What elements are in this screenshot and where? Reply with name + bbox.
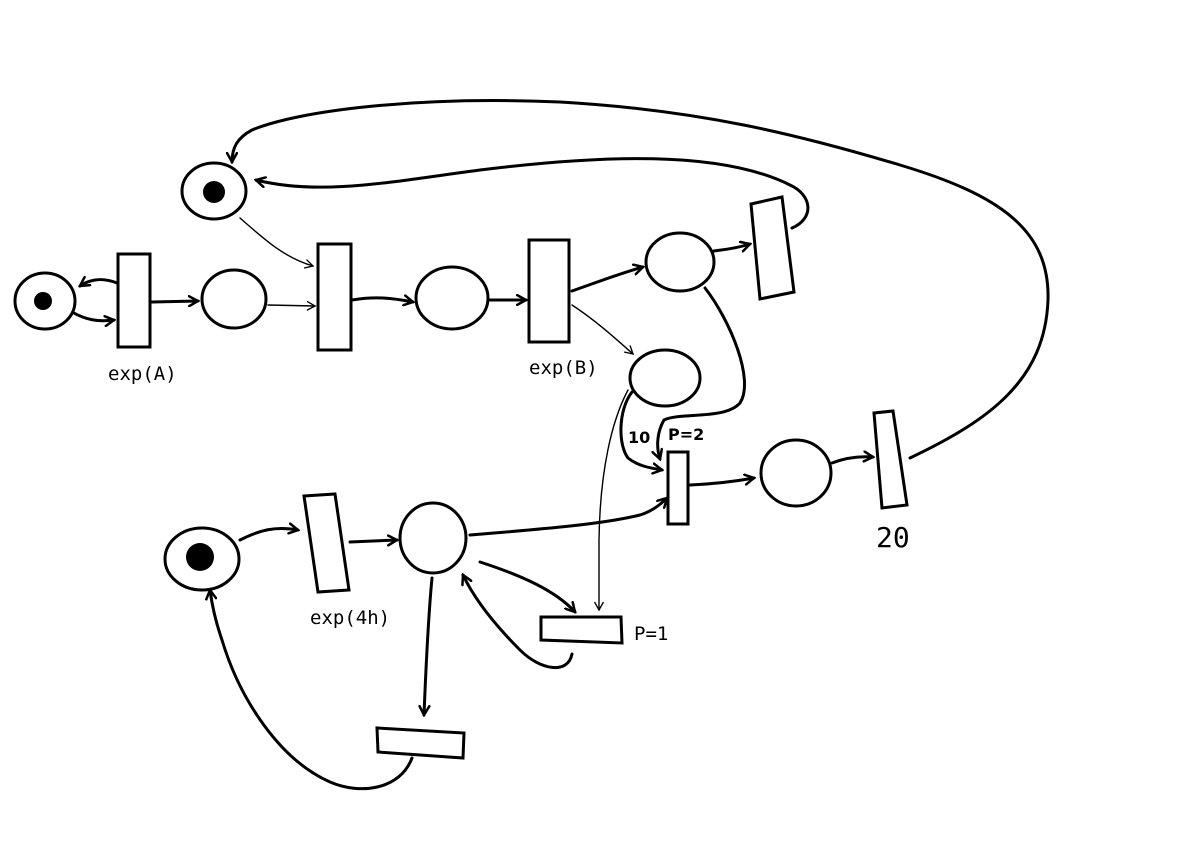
label-exp-b: exp(B) xyxy=(529,357,598,379)
label-arc-weight-10: 10 xyxy=(628,428,650,447)
place-p3[interactable] xyxy=(414,265,490,331)
arc-p7-to-t6 xyxy=(468,498,667,537)
arc-p7-to-t9 xyxy=(424,576,434,715)
place-bottom-marked[interactable] xyxy=(163,526,241,592)
arc-p6-to-t20 xyxy=(830,457,873,465)
arc-transA-to-p2 xyxy=(150,301,198,302)
arc-top-place-to-t2 xyxy=(239,217,315,269)
arc-p5-to-t8 xyxy=(594,389,629,612)
place-top-marked[interactable] xyxy=(180,161,248,221)
arc-t5-to-top-place xyxy=(256,157,810,230)
arc-p7-to-t8 xyxy=(478,560,575,612)
arc-place-start-to-transA xyxy=(70,310,114,321)
arc-t9-to-bottom-place xyxy=(210,590,414,791)
label-p-1: P=1 xyxy=(634,623,668,645)
arc-t8-to-p7 xyxy=(463,575,574,670)
arc-transB-to-p5 xyxy=(571,304,635,355)
transition-t20[interactable] xyxy=(872,409,909,510)
arc-p5-to-t6 xyxy=(619,390,662,470)
transition-t8[interactable] xyxy=(539,615,624,645)
label-20: 20 xyxy=(876,521,910,554)
arc-trans4h-to-p7 xyxy=(348,540,397,542)
token xyxy=(34,292,52,310)
place-p4[interactable] xyxy=(644,231,716,293)
label-exp-4h: exp(4h) xyxy=(310,607,390,629)
token xyxy=(203,181,225,203)
place-start-marked[interactable] xyxy=(13,271,77,331)
transition-t6[interactable] xyxy=(666,450,690,526)
place-p5[interactable] xyxy=(628,348,702,408)
arc-transA-to-place-start xyxy=(80,280,119,288)
place-p7[interactable] xyxy=(398,501,468,575)
transition-exp-b[interactable] xyxy=(527,238,571,344)
place-p6[interactable] xyxy=(759,438,833,508)
arc-t2-to-p3 xyxy=(350,298,413,302)
place-p2[interactable] xyxy=(200,268,268,330)
transition-exp-a[interactable] xyxy=(116,252,152,349)
arc-p4-to-t6 xyxy=(658,286,746,459)
transition-exp-4h[interactable] xyxy=(302,492,351,594)
label-p-2: P=2 xyxy=(668,425,704,444)
arc-bottom-place-to-trans4h xyxy=(238,528,298,542)
arc-p2-to-t2 xyxy=(267,301,317,311)
token xyxy=(186,543,214,571)
arcs xyxy=(70,99,1050,791)
arc-p4-to-t5 xyxy=(712,244,750,251)
transition-t2[interactable] xyxy=(316,242,353,352)
label-exp-a: exp(A) xyxy=(108,363,177,385)
transition-t5[interactable] xyxy=(749,195,796,301)
transitions xyxy=(116,195,909,760)
arc-t6-to-p6 xyxy=(688,478,754,487)
places xyxy=(13,161,833,592)
labels: exp(A) exp(B) exp(4h) 20 10 P=2 P=1 xyxy=(108,357,910,645)
arc-transB-to-p4 xyxy=(570,267,643,293)
arc-t20-to-top-place xyxy=(232,99,1050,460)
transition-t9[interactable] xyxy=(375,726,466,760)
